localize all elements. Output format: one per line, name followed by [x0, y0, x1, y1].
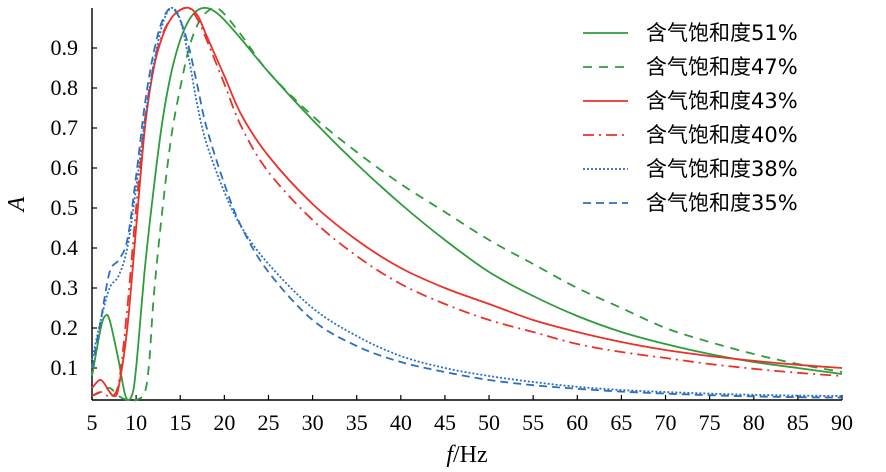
x-axis-title: f/Hz — [446, 442, 487, 468]
legend-label: 含气饱和度47% — [646, 55, 798, 79]
y-tick-label: 0.4 — [51, 235, 79, 260]
x-tick-label: 50 — [478, 410, 500, 435]
x-tick-label: 60 — [566, 410, 588, 435]
y-tick-label: 0.5 — [51, 195, 79, 220]
x-tick-label: 70 — [655, 410, 677, 435]
y-tick-label: 0.2 — [51, 315, 79, 340]
x-ticks: 5 10 15 20 25 30 35 40 45 50 55 60 65 70 75 80 85 90 — [87, 395, 853, 435]
y-ticks: 0.1 0.2 0.3 0.4 0.5 0.6 0.7 0.8 0.9 — [51, 35, 97, 380]
y-tick-label: 0.7 — [51, 115, 79, 140]
x-tick-label: 10 — [125, 410, 147, 435]
legend-label: 含气饱和度43% — [646, 89, 798, 113]
series-line-1 — [91, 7, 843, 401]
x-tick-label: 30 — [302, 410, 324, 435]
x-axis-title-unit: /Hz — [453, 442, 488, 468]
legend: 含气饱和度51% 含气饱和度47% 含气饱和度43% 含气饱和度40% 含气饱和度38%… — [583, 21, 798, 215]
y-tick-label: 0.1 — [51, 355, 79, 380]
legend-label: 含气饱和度40% — [646, 123, 798, 147]
y-tick-label: 0.8 — [51, 75, 79, 100]
x-tick-label: 90 — [831, 410, 853, 435]
axes — [91, 8, 842, 401]
series-line-2 — [91, 7, 843, 402]
x-axis-title-italic: f — [446, 442, 456, 468]
x-tick-label: 5 — [87, 410, 98, 435]
series-layer — [91, 6, 843, 402]
y-axis-title: A — [4, 196, 30, 213]
legend-label: 含气饱和度38% — [646, 157, 798, 181]
x-tick-label: 20 — [213, 410, 235, 435]
series-line-5 — [91, 7, 843, 397]
series-line-3 — [91, 6, 843, 398]
x-tick-label: 65 — [610, 410, 632, 435]
x-tick-label: 25 — [257, 410, 279, 435]
x-tick-label: 85 — [787, 410, 809, 435]
y-tick-label: 0.9 — [51, 35, 79, 60]
x-tick-label: 75 — [699, 410, 721, 435]
x-tick-label: 40 — [390, 410, 412, 435]
series-line-4 — [91, 6, 843, 398]
x-tick-label: 55 — [522, 410, 544, 435]
legend-label: 含气饱和度35% — [646, 191, 798, 215]
x-tick-label: 45 — [434, 410, 456, 435]
y-tick-label: 0.3 — [51, 275, 79, 300]
x-tick-label: 80 — [743, 410, 765, 435]
legend-label: 含气饱和度51% — [646, 21, 798, 45]
y-tick-label: 0.6 — [51, 155, 79, 180]
x-tick-label: 15 — [169, 410, 191, 435]
series-line-6 — [91, 7, 843, 399]
x-tick-label: 35 — [346, 410, 368, 435]
